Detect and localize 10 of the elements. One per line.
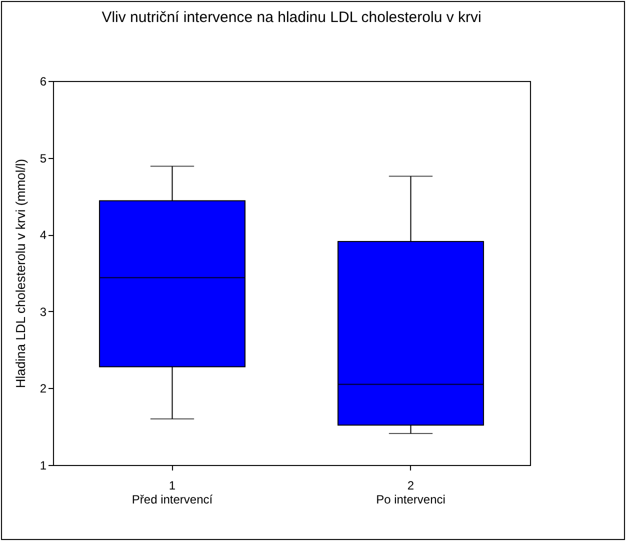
y-axis-title: Hladina LDL cholesterolu v krvi (mmol/l) <box>12 158 28 388</box>
text: Před intervencí <box>132 492 214 506</box>
y-tick-label: 4 <box>40 228 47 242</box>
y-tick-label: 6 <box>40 74 47 88</box>
text: Po intervenci <box>376 492 446 506</box>
y-tick-label: 1 <box>40 458 47 472</box>
chart-title: Vliv nutriční intervence na hladinu LDL cholesterolu v krvi <box>102 9 482 26</box>
y-tick-label: 2 <box>40 382 47 396</box>
y-tick-label: 3 <box>40 304 47 319</box>
y-tick-label: 5 <box>40 151 47 166</box>
